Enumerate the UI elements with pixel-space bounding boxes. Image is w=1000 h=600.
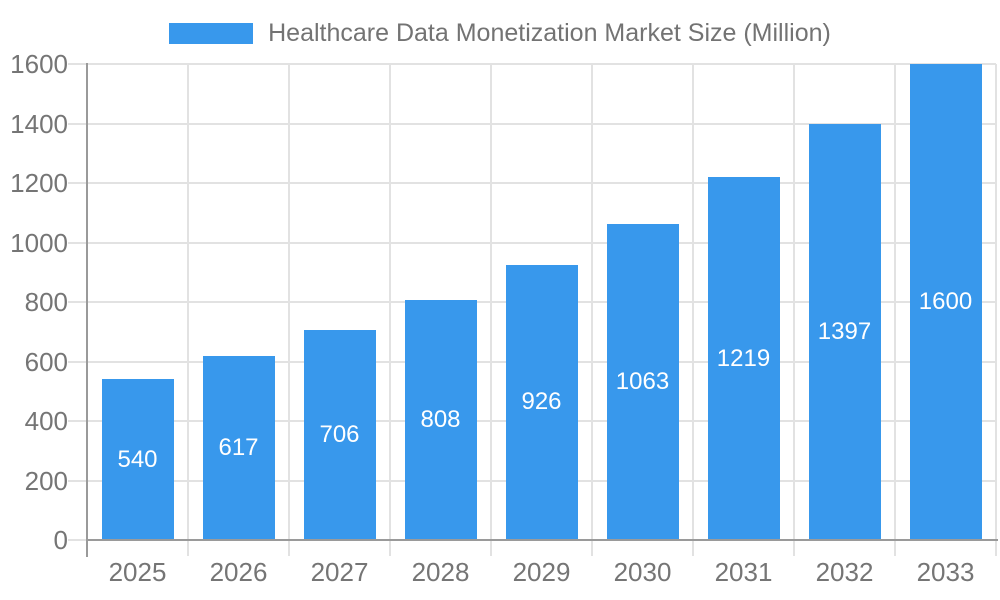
x-gridline	[490, 64, 492, 556]
legend-label: Healthcare Data Monetization Market Size…	[268, 19, 831, 47]
x-tick-label: 2027	[310, 557, 369, 587]
x-gridline	[389, 64, 391, 556]
bar-2033: 1600	[909, 64, 982, 540]
y-tick-label: 400	[24, 406, 68, 436]
bar-2031: 1219	[707, 177, 780, 540]
x-tick-label: 2028	[411, 557, 470, 587]
bar-value-label: 706	[319, 420, 360, 448]
y-tick-label: 0	[53, 525, 68, 555]
x-tick-label: 2025	[108, 557, 167, 587]
y-tick-label: 600	[24, 346, 68, 377]
y-tick-label: 1200	[10, 168, 68, 198]
x-gridline	[288, 64, 290, 556]
bar-2025: 540	[101, 379, 174, 540]
bar-2028: 808	[404, 299, 477, 540]
bar-2027: 706	[303, 329, 376, 540]
y-tick-label: 1000	[10, 227, 68, 258]
x-tick-label: 2029	[512, 557, 571, 587]
bar-value-label: 808	[420, 405, 461, 433]
x-gridline	[894, 64, 896, 556]
x-axis-line	[87, 539, 998, 541]
x-gridline	[692, 64, 694, 556]
y-tick-label: 1600	[10, 49, 68, 79]
bar-2029: 926	[505, 264, 578, 540]
x-tick-label: 2031	[714, 557, 773, 587]
bar-value-label: 617	[218, 434, 259, 462]
y-axis-line	[86, 63, 88, 557]
x-gridline	[793, 64, 795, 556]
bar-value-label: 1600	[918, 288, 973, 315]
y-gridline	[68, 182, 996, 184]
x-gridline	[187, 64, 189, 556]
legend-swatch	[169, 22, 254, 44]
bar-value-label: 1063	[615, 367, 670, 395]
bar-value-label: 540	[117, 445, 158, 473]
bar-value-label: 926	[521, 388, 562, 416]
y-tick-label: 200	[24, 465, 68, 496]
x-tick-label: 2032	[815, 557, 874, 587]
bar-2032: 1397	[808, 124, 881, 540]
x-tick-label: 2030	[613, 557, 672, 587]
bar-value-label: 1397	[817, 318, 872, 346]
chart-legend[interactable]: Healthcare Data Monetization Market Size…	[0, 20, 1000, 46]
bar-value-label: 1219	[716, 344, 771, 372]
y-tick-label: 1400	[10, 108, 68, 139]
y-tick-label: 800	[24, 287, 68, 317]
bar-2030: 1063	[606, 223, 679, 540]
x-tick-label: 2033	[916, 557, 975, 587]
bar-2026: 617	[202, 356, 275, 540]
x-gridline	[995, 64, 997, 556]
plot-area: 540 617 706 808 926 1063 1219 1397 1600	[68, 63, 997, 556]
x-gridline	[591, 64, 593, 556]
y-gridline	[68, 63, 996, 65]
y-gridline	[68, 241, 996, 244]
y-gridline	[68, 122, 996, 125]
x-tick-label: 2026	[209, 557, 268, 587]
